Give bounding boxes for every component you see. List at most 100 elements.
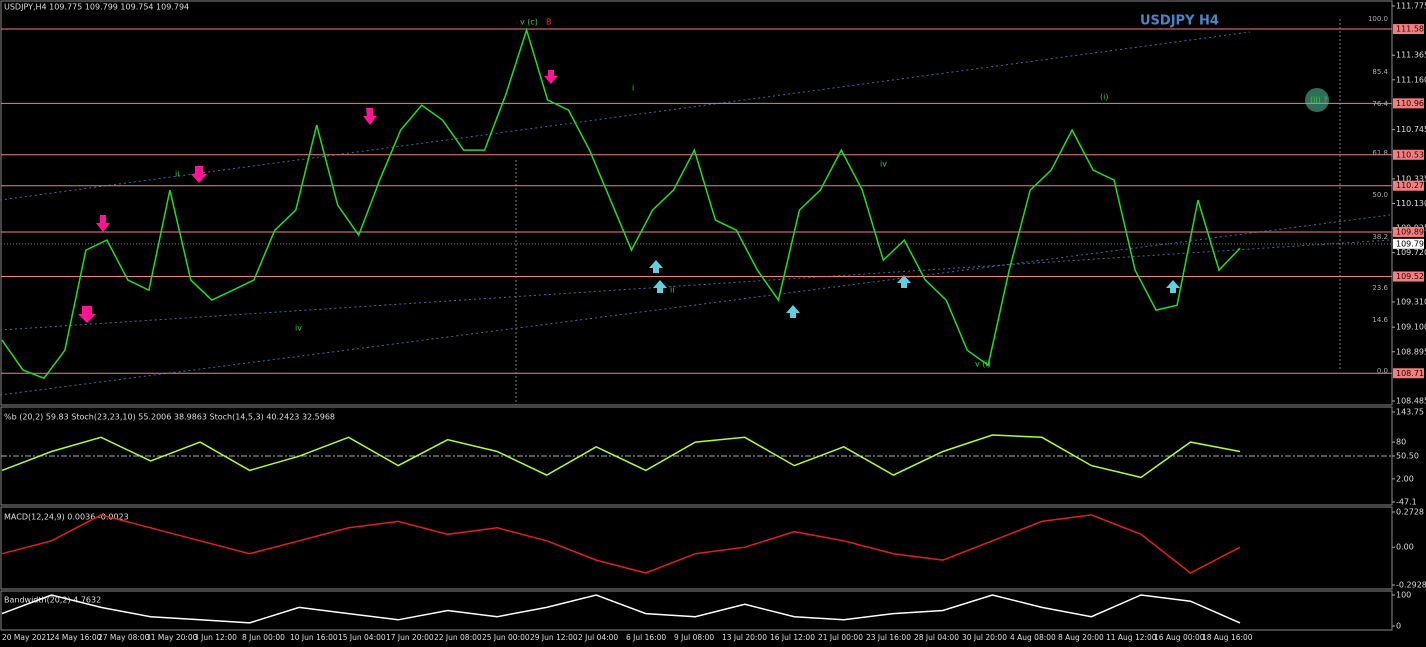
level-label: 110.278 (1396, 181, 1426, 190)
time-label: 18 Aug 16:00 (1202, 633, 1253, 642)
price-label: 111.160 (1396, 75, 1426, 84)
level-label: 110.536 (1396, 150, 1426, 159)
price-label: 109.310 (1396, 297, 1426, 306)
axis-label: 100 (1396, 591, 1411, 600)
bandwidth-line (1, 594, 1241, 624)
current-box (1393, 238, 1424, 249)
fib-label: 23.6 (1372, 284, 1388, 292)
macd-panel (0, 506, 1393, 590)
trend-line (0, 214, 1391, 396)
fib-label: 38.2 (1372, 233, 1388, 241)
price-label: 110.335 (1396, 174, 1426, 183)
level-label: 109.893 (1396, 227, 1426, 236)
time-label: 25 Jun 00:00 (482, 633, 530, 642)
bandwidth-label: Bandwidth(20,2) 4.7632 (4, 596, 101, 605)
axis-label: -47.1 (1396, 498, 1417, 507)
price-label: 109.720 (1396, 248, 1426, 257)
chart-title: USDJPY H4 (1140, 14, 1219, 29)
time-label: 10 Jun 16:00 (290, 633, 338, 642)
time-label: 4 Aug 08:00 (1010, 633, 1056, 642)
time-label: 28 Jul 04:00 (914, 633, 959, 642)
time-label: 13 Jul 20:00 (722, 633, 767, 642)
level-box (1393, 180, 1424, 191)
time-label: 22 Jun 08:00 (434, 633, 482, 642)
wave-label: B (546, 18, 552, 27)
axis-label: -0.2928 (1396, 581, 1426, 590)
bandwidth-panel (0, 590, 1393, 631)
wave-label: (i) (1100, 93, 1108, 102)
buy-arrows (649, 260, 1180, 318)
level-box (1393, 98, 1424, 109)
wave-label: i (632, 84, 634, 93)
wave-label: iv (880, 160, 887, 169)
level-label: 109.522 (1396, 272, 1426, 281)
price-label: 111.775 (1396, 2, 1426, 11)
fib-label: 100.0 (1368, 15, 1388, 23)
sell-arrows (78, 70, 558, 323)
time-label: 9 Jul 08:00 (674, 633, 714, 642)
fib-label: 85.4 (1372, 68, 1388, 76)
price-label: 111.365 (1396, 51, 1426, 60)
time-label: 20 May 2021 (2, 633, 51, 642)
time-label: 2 Jul 04:00 (578, 633, 618, 642)
macd-label: MACD(12,24,9) 0.0036 -0.0023 (4, 513, 129, 522)
fib-label: 50.0 (1372, 191, 1388, 199)
time-label: 31 May 20:00 (146, 633, 198, 642)
time-label: 30 Jul 20:00 (962, 633, 1007, 642)
level-label: 108.716 (1396, 369, 1426, 378)
time-label: 17 Jun 20:00 (386, 633, 434, 642)
price-line (1, 27, 1241, 380)
level-box (1393, 24, 1424, 35)
wave-marker (1305, 88, 1329, 112)
level-label: 110.964 (1396, 99, 1426, 108)
time-label: 23 Jul 16:00 (866, 633, 911, 642)
level-label: 111.583 (1396, 25, 1426, 34)
time-label: 15 Jun 04:00 (338, 633, 386, 642)
time-label: 16 Jul 12:00 (770, 633, 815, 642)
level-box (1393, 226, 1424, 237)
price-label: 110.130 (1396, 199, 1426, 208)
wave-label: v (c) (520, 18, 538, 27)
trend-line (0, 239, 1391, 331)
wave-label: (ii) ? (1310, 96, 1327, 105)
price-label: 109.100 (1396, 323, 1426, 332)
level-box (1393, 368, 1424, 379)
axis-label: 0.00 (1396, 543, 1414, 552)
time-label: 29 Jun 12:00 (530, 633, 578, 642)
fib-label: 61.8 (1372, 149, 1388, 157)
wave-label: iv (295, 324, 302, 333)
level-box (1393, 149, 1424, 160)
current-label: 109.794 (1396, 239, 1426, 248)
time-label: 8 Jun 00:00 (242, 633, 285, 642)
axis-label: 80 (1396, 438, 1406, 447)
time-label: 24 May 16:00 (50, 633, 102, 642)
time-label: 11 Aug 12:00 (1106, 633, 1157, 642)
macd-line (1, 514, 1241, 574)
time-label: 21 Jul 00:00 (818, 633, 863, 642)
fib-label: 0.0 (1377, 367, 1388, 375)
stoch-line (1, 434, 1241, 479)
axis-label: 50.50 (1396, 451, 1419, 460)
stoch-label: %b (20,2) 59.83 Stoch(23,23,10) 55.2006 … (4, 413, 335, 422)
wave-label: ii (670, 286, 674, 295)
trend-line (0, 31, 1251, 201)
wave-label: v (i) (975, 360, 991, 369)
time-label: 16 Aug 00:00 (1154, 633, 1205, 642)
level-box (1393, 271, 1424, 282)
axis-label: 143.75 (1396, 408, 1424, 417)
price-label: 108.485 (1396, 397, 1426, 406)
price-label: 108.895 (1396, 347, 1426, 356)
wave-label: ii (175, 170, 179, 179)
time-label: 8 Aug 20:00 (1058, 633, 1104, 642)
time-label: 6 Jul 16:00 (626, 633, 666, 642)
time-label: 3 Jun 12:00 (194, 633, 237, 642)
time-label: 27 May 08:00 (98, 633, 150, 642)
symbol-info: USDJPY,H4 109.775 109.799 109.754 109.79… (4, 3, 189, 12)
axis-label: 2.00 (1396, 474, 1414, 483)
fib-label: 14.6 (1372, 316, 1388, 324)
axis-label: 0.2728 (1396, 508, 1424, 517)
axis-label: 0 (1396, 622, 1401, 631)
fib-label: 76.4 (1372, 100, 1388, 108)
